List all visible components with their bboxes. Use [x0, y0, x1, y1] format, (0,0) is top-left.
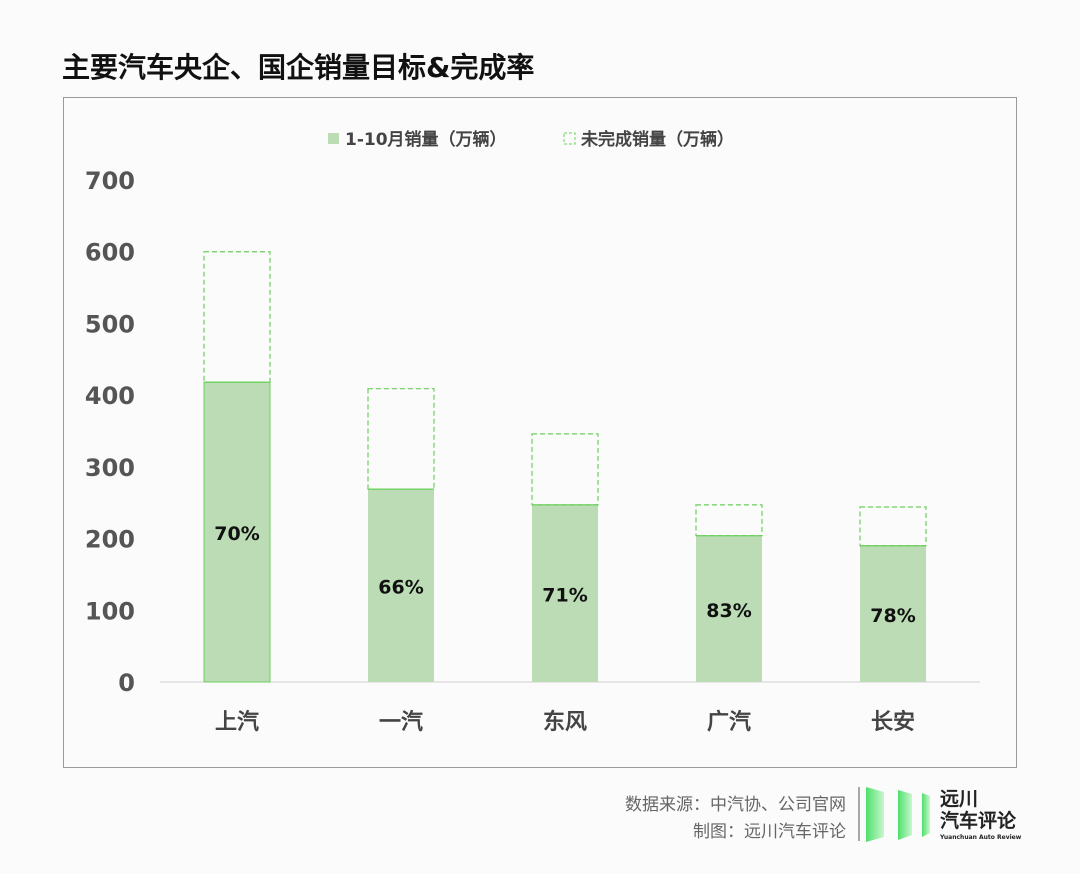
legend-label-sold: 1-10月销量（万辆）	[345, 129, 507, 150]
data-label: 66%	[378, 577, 423, 599]
bar-sold	[696, 535, 762, 682]
bar-sold	[532, 504, 598, 682]
bar-remaining	[531, 433, 599, 506]
x-tick-label: 广汽	[707, 709, 751, 735]
y-tick-label: 100	[85, 597, 135, 625]
legend-swatch-sold	[328, 133, 339, 144]
data-label: 71%	[542, 584, 587, 606]
bar-remaining	[367, 388, 435, 490]
made-by-note: 制图：远川汽车评论	[693, 822, 846, 842]
bar-sold	[203, 381, 271, 683]
y-tick-label: 700	[85, 167, 135, 195]
data-label: 78%	[870, 605, 915, 627]
y-tick-label: 500	[85, 310, 135, 338]
logo-icon	[858, 787, 930, 842]
bar-sold	[860, 545, 926, 682]
bar-remaining	[695, 504, 763, 537]
legend-label-remaining: 未完成销量（万辆）	[580, 129, 734, 150]
logo-en: Yuanchuan Auto Review	[940, 834, 1022, 841]
legend-swatch-remaining	[563, 132, 576, 145]
bar-sold	[368, 489, 434, 682]
chart-title: 主要汽车央企、国企销量目标&完成率	[62, 51, 535, 84]
logo-line2: 汽车评论	[940, 810, 1017, 832]
x-tick-label: 东风	[543, 709, 587, 735]
y-tick-label: 600	[85, 239, 135, 267]
x-tick-label: 长安	[871, 709, 915, 735]
x-tick-label: 一汽	[379, 709, 423, 735]
x-tick-label: 上汽	[215, 709, 259, 735]
logo-line1: 远川	[940, 788, 979, 810]
data-label: 83%	[706, 600, 751, 622]
y-tick-label: 300	[85, 454, 135, 482]
y-tick-label: 0	[118, 669, 135, 697]
y-tick-label: 200	[85, 526, 135, 554]
bar-remaining	[203, 251, 271, 383]
bar-remaining	[859, 506, 927, 547]
source-note: 数据来源：中汽协、公司官网	[625, 795, 846, 815]
data-label: 70%	[214, 523, 259, 545]
y-tick-label: 400	[85, 382, 135, 410]
